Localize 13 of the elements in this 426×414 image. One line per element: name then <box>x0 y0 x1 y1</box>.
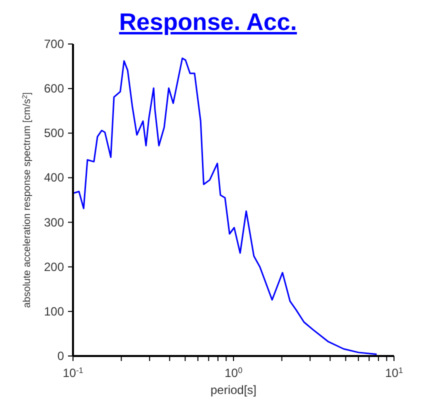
y-tick-label: 300 <box>44 215 64 230</box>
y-tick-label: 200 <box>44 260 64 274</box>
y-tick-label: 100 <box>44 304 64 318</box>
chart-title: Response. Acc. <box>119 9 297 36</box>
y-tick-label: 700 <box>44 37 64 51</box>
x-axis-title: period[s] <box>210 383 257 397</box>
x-tick-label: 10$^{-1}$ <box>62 366 84 380</box>
y-tick-label: 600 <box>44 82 64 96</box>
x-tick-label: 10$^{0}$ <box>224 366 243 380</box>
y-tick-label: 400 <box>44 170 64 185</box>
y-tick-label: 0 <box>57 349 64 363</box>
x-tick-label: 10$^{1}$ <box>385 366 404 380</box>
y-tick-label: 500 <box>44 126 64 140</box>
